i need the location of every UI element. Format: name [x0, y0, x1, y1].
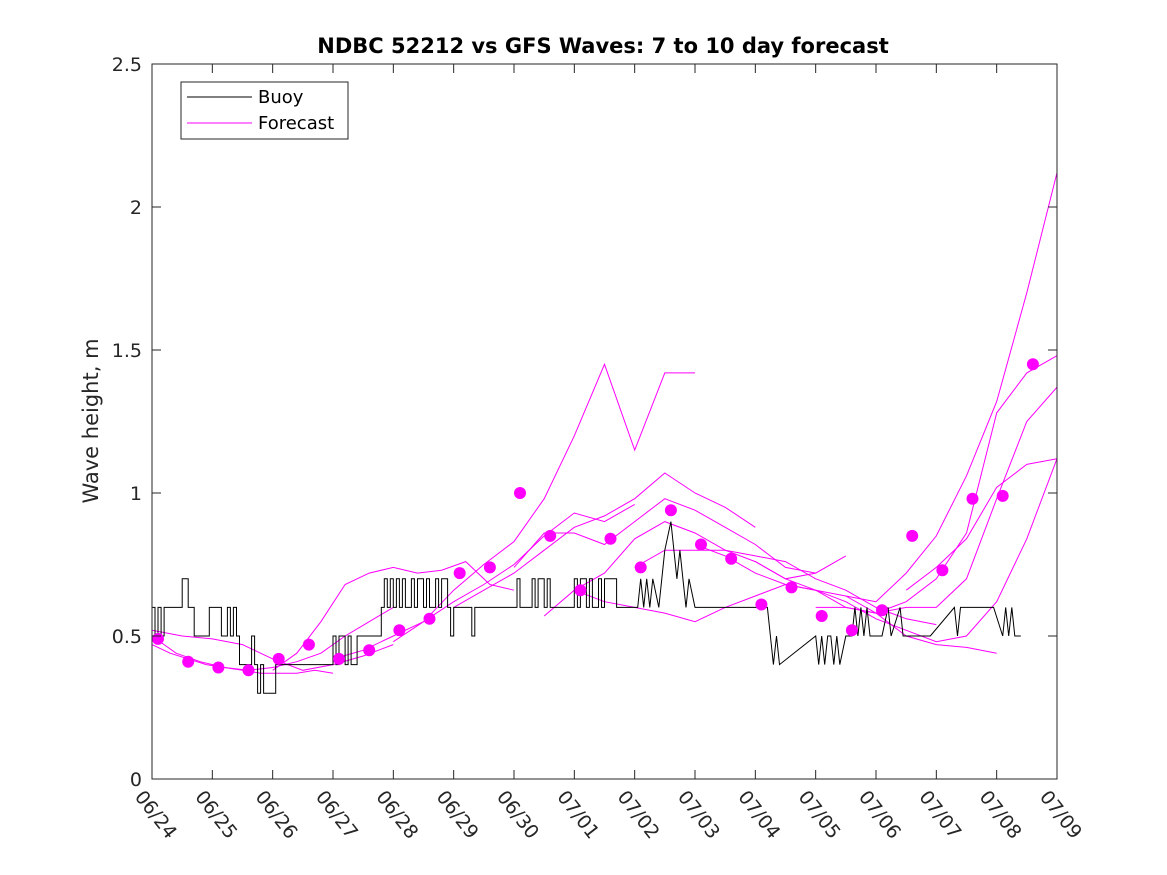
forecast-marker: [755, 598, 768, 611]
forecast-run-line: [453, 472, 756, 608]
forecast-run-line: [755, 458, 1057, 643]
forecast-marker: [453, 567, 466, 580]
forecast-marker: [363, 644, 376, 657]
forecast-marker: [212, 661, 225, 674]
forecast-marker: [483, 561, 496, 574]
forecast-run-line: [905, 458, 1057, 591]
forecast-marker: [1026, 358, 1039, 371]
buoy-line: [152, 521, 1021, 694]
forecast-run-line: [543, 521, 847, 617]
y-tick-label: 1: [130, 483, 142, 505]
forecast-run-line: [393, 362, 695, 643]
forecast-marker: [634, 561, 647, 574]
forecast-marker: [393, 624, 406, 637]
legend-label-forecast: Forecast: [258, 113, 334, 134]
forecast-marker: [725, 552, 738, 565]
plot-frame: [151, 63, 1058, 780]
forecast-marker: [333, 652, 345, 665]
plot-area: [151, 63, 1058, 780]
legend: Buoy Forecast: [180, 81, 349, 140]
forecast-run-line: [272, 561, 515, 671]
legend-label-buoy: Buoy: [258, 87, 304, 108]
forecast-marker: [785, 581, 798, 594]
forecast-marker: [302, 638, 315, 651]
forecast-marker: [272, 652, 285, 665]
y-tick-label: 1.5: [112, 340, 142, 362]
y-tick-label: 0: [130, 769, 142, 791]
buoy-series-line: [152, 521, 1021, 694]
forecast-run-line: [513, 498, 816, 574]
forecast-marker: [544, 529, 557, 542]
y-axis: 0 0.5 1 1.5 2 2.5: [112, 54, 1057, 791]
y-tick-label: 2.5: [112, 54, 142, 76]
forecast-run-line: [875, 172, 1057, 603]
forecast-marker: [906, 529, 919, 542]
forecast-marker: [996, 489, 1009, 502]
forecast-marker: [152, 632, 164, 645]
forecast-marker: [876, 604, 888, 617]
forecast-run-line: [815, 386, 1057, 614]
chart-title: NDBC 52212 vs GFS Waves: 7 to 10 day for…: [317, 34, 888, 58]
forecast-marker: [182, 655, 195, 668]
forecast-marker: [936, 564, 949, 577]
forecast-marker: [604, 532, 617, 545]
forecast-marker: [845, 624, 858, 637]
forecast-marker: [242, 664, 255, 677]
forecast-marker: [514, 487, 526, 499]
forecast-marker: [966, 492, 979, 505]
forecast-marker: [695, 538, 707, 551]
y-tick-label: 2: [130, 197, 142, 219]
forecast-marker: [815, 610, 828, 622]
forecast-run-line: [332, 503, 635, 660]
y-axis-label: Wave height, m: [79, 338, 103, 503]
forecast-markers: [152, 358, 1039, 677]
forecast-marker: [574, 584, 587, 597]
y-tick-label: 0.5: [112, 626, 142, 648]
forecast-marker: [423, 612, 436, 625]
forecast-marker: [664, 504, 677, 517]
plot-background: [152, 64, 1057, 779]
legend-box: [180, 81, 349, 140]
